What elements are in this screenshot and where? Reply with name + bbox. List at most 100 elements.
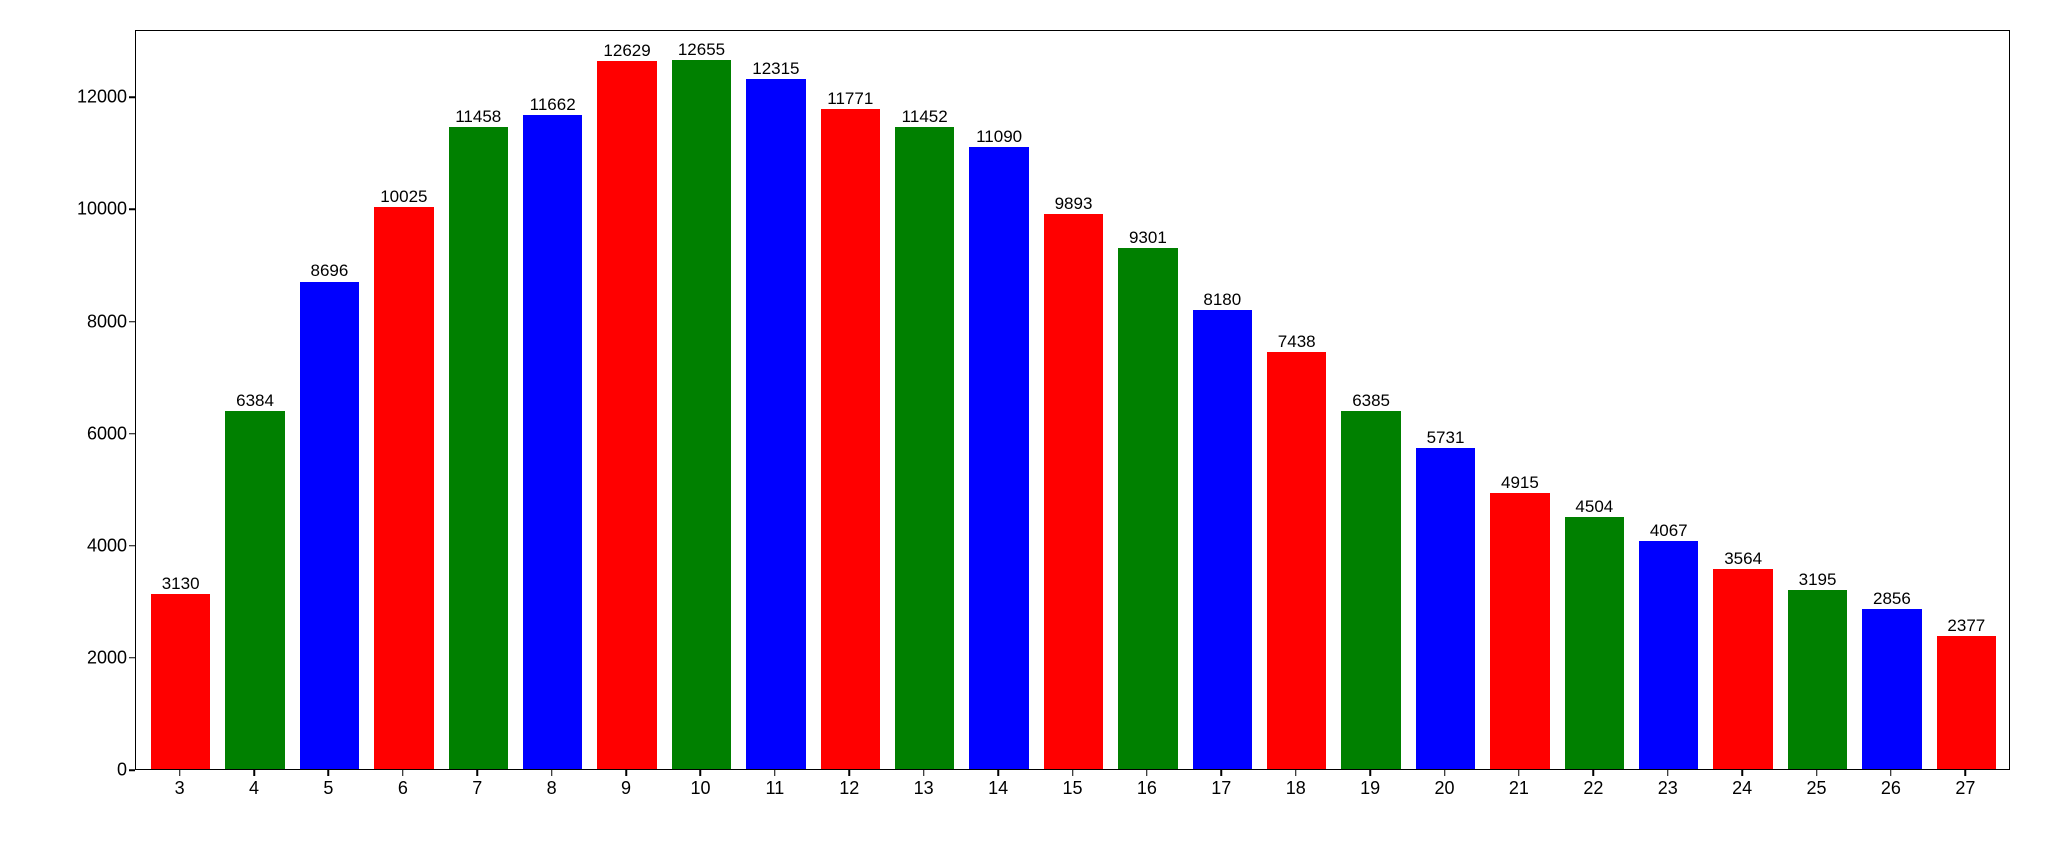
bar	[1267, 352, 1327, 769]
x-tick-mark	[1816, 770, 1818, 776]
bar	[1416, 448, 1476, 769]
x-tick-label: 17	[1211, 778, 1231, 799]
y-tick-label: 10000	[77, 199, 127, 220]
x-tick-label: 25	[1807, 778, 1827, 799]
bar	[969, 147, 1029, 769]
x-tick-label: 22	[1583, 778, 1603, 799]
bar	[1118, 248, 1178, 769]
x-tick-label: 13	[914, 778, 934, 799]
x-tick-label: 27	[1955, 778, 1975, 799]
x-tick-mark	[1295, 770, 1297, 776]
bars-group: 3130638486961002511458116621262912655123…	[136, 31, 2009, 769]
bar	[1788, 590, 1848, 769]
x-tick-mark	[477, 770, 479, 776]
x-tick-mark	[700, 770, 702, 776]
bar-value-label: 9893	[1055, 194, 1093, 214]
x-tick-mark	[328, 770, 330, 776]
x-tick-mark	[1072, 770, 1074, 776]
x-tick-label: 10	[690, 778, 710, 799]
x-tick-mark	[179, 770, 181, 776]
bar	[1937, 636, 1997, 769]
bar-value-label: 4504	[1575, 497, 1613, 517]
bar-value-label: 12655	[678, 40, 725, 60]
y-axis: 020004000600080001000012000	[90, 30, 135, 770]
x-tick-label: 11	[766, 778, 785, 799]
bar-value-label: 12629	[603, 41, 650, 61]
bar	[1044, 214, 1104, 769]
x-tick-mark	[997, 770, 999, 776]
bar	[895, 127, 955, 769]
bar-value-label: 6385	[1352, 391, 1390, 411]
bar	[746, 79, 806, 769]
bar-value-label: 11452	[902, 107, 948, 127]
x-tick-label: 8	[547, 778, 557, 799]
x-tick-mark	[1965, 770, 1967, 776]
x-tick-label: 5	[323, 778, 333, 799]
bar-value-label: 6384	[236, 391, 274, 411]
bar-value-label: 2377	[1947, 616, 1985, 636]
bar-value-label: 8180	[1203, 290, 1241, 310]
x-tick-mark	[923, 770, 925, 776]
x-tick-mark	[1444, 770, 1446, 776]
x-tick-label: 16	[1137, 778, 1157, 799]
bar-value-label: 3564	[1724, 549, 1762, 569]
bar	[1565, 517, 1625, 769]
bar	[1341, 411, 1401, 769]
bar-value-label: 11662	[530, 95, 576, 115]
x-tick-label: 9	[621, 778, 631, 799]
y-tick-label: 4000	[87, 535, 127, 556]
bar	[449, 127, 509, 769]
x-tick-mark	[849, 770, 851, 776]
x-tick-mark	[1593, 770, 1595, 776]
x-tick-label: 14	[988, 778, 1008, 799]
y-tick-label: 12000	[77, 87, 127, 108]
bar-value-label: 11458	[455, 107, 501, 127]
bar	[225, 411, 285, 769]
plot-area: 3130638486961002511458116621262912655123…	[135, 30, 2010, 770]
x-tick-label: 18	[1286, 778, 1306, 799]
bar	[1490, 493, 1550, 769]
x-tick-label: 23	[1658, 778, 1678, 799]
y-tick-label: 6000	[87, 423, 127, 444]
x-tick-mark	[625, 770, 627, 776]
x-tick-label: 3	[175, 778, 185, 799]
x-tick-mark	[1890, 770, 1892, 776]
bar	[374, 207, 434, 769]
x-tick-label: 20	[1435, 778, 1455, 799]
x-tick-label: 4	[249, 778, 259, 799]
bar-value-label: 7438	[1278, 332, 1316, 352]
bar	[151, 594, 211, 769]
bar-chart: 020004000600080001000012000 313063848696…	[90, 30, 2010, 800]
bar-value-label: 10025	[380, 187, 427, 207]
x-tick-mark	[402, 770, 404, 776]
x-tick-label: 12	[839, 778, 859, 799]
bar-value-label: 9301	[1129, 228, 1167, 248]
bar-value-label: 2856	[1873, 589, 1911, 609]
y-tick-label: 2000	[87, 647, 127, 668]
bar	[672, 60, 732, 769]
x-tick-mark	[551, 770, 553, 776]
x-tick-mark	[774, 770, 776, 776]
bar-value-label: 3130	[162, 574, 200, 594]
x-tick-mark	[1741, 770, 1743, 776]
x-tick-label: 6	[398, 778, 408, 799]
x-tick-mark	[1518, 770, 1520, 776]
bar-value-label: 12315	[752, 59, 799, 79]
bar	[597, 61, 657, 769]
y-tick-label: 8000	[87, 311, 127, 332]
x-tick-mark	[1667, 770, 1669, 776]
bar	[523, 115, 583, 769]
x-tick-mark	[1369, 770, 1371, 776]
x-tick-mark	[253, 770, 255, 776]
y-tick-label: 0	[117, 760, 127, 781]
bar	[1639, 541, 1699, 769]
bar	[1862, 609, 1922, 769]
bar-value-label: 11771	[827, 89, 873, 109]
bar-value-label: 3195	[1799, 570, 1837, 590]
bar	[300, 282, 360, 770]
bar-value-label: 4915	[1501, 473, 1539, 493]
bar	[1193, 310, 1253, 769]
x-axis: 3456789101112131415161718192021222324252…	[135, 770, 2010, 800]
x-tick-label: 7	[472, 778, 482, 799]
bar	[1713, 569, 1773, 769]
